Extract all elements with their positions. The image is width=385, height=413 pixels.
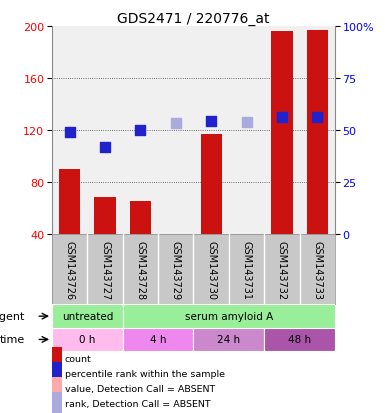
Bar	[123, 305, 335, 328]
Text: GSM143726: GSM143726	[65, 240, 75, 299]
Text: rank, Detection Call = ABSENT: rank, Detection Call = ABSENT	[65, 399, 210, 408]
Point	[173, 121, 179, 127]
Text: GSM143730: GSM143730	[206, 240, 216, 299]
Point	[314, 114, 320, 121]
Point	[279, 114, 285, 121]
Point	[243, 119, 249, 126]
Text: GSM143728: GSM143728	[136, 240, 146, 299]
Point	[137, 127, 144, 134]
Text: serum amyloid A: serum amyloid A	[185, 311, 273, 321]
Text: GSM143727: GSM143727	[100, 240, 110, 299]
Text: percentile rank within the sample: percentile rank within the sample	[65, 369, 225, 378]
Bar	[52, 328, 123, 351]
Point	[67, 130, 73, 136]
Text: 0 h: 0 h	[79, 335, 95, 344]
Text: GSM143732: GSM143732	[277, 240, 287, 299]
Bar	[94, 198, 116, 234]
Text: value, Detection Call = ABSENT: value, Detection Call = ABSENT	[65, 384, 215, 393]
Text: agent: agent	[0, 311, 25, 321]
Text: GSM143733: GSM143733	[312, 240, 322, 299]
Bar	[193, 328, 264, 351]
Point	[208, 118, 214, 125]
Text: time: time	[0, 335, 25, 344]
Bar	[52, 305, 123, 328]
Bar	[201, 134, 222, 234]
Bar	[306, 31, 328, 234]
Text: count: count	[65, 354, 91, 363]
Bar	[271, 32, 293, 234]
Text: untreated: untreated	[62, 311, 113, 321]
Text: GSM143729: GSM143729	[171, 240, 181, 299]
Text: GSM143731: GSM143731	[241, 240, 251, 299]
Bar	[264, 328, 335, 351]
Point	[102, 144, 108, 151]
Bar	[59, 169, 80, 234]
Bar	[130, 202, 151, 234]
Text: 4 h: 4 h	[150, 335, 166, 344]
Bar	[123, 328, 193, 351]
Title: GDS2471 / 220776_at: GDS2471 / 220776_at	[117, 12, 270, 26]
Text: 48 h: 48 h	[288, 335, 311, 344]
Text: 24 h: 24 h	[217, 335, 240, 344]
